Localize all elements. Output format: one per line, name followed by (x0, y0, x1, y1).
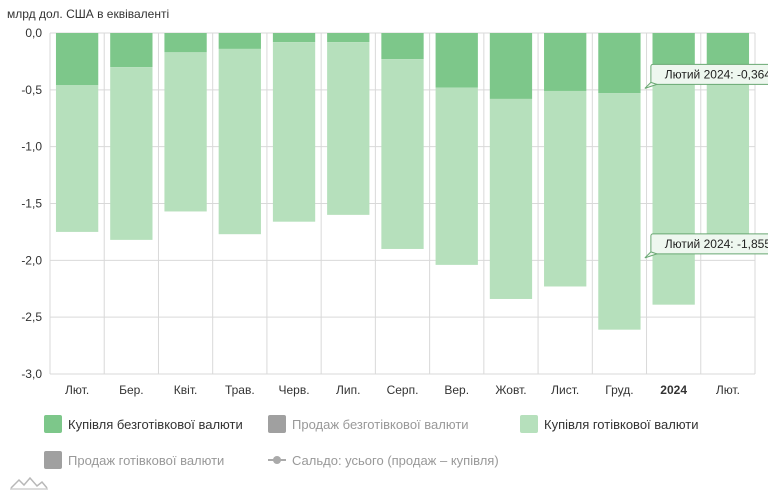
x-tick-label: Черв. (279, 383, 310, 397)
tooltip: Лютий 2024: -1,855 (644, 233, 768, 259)
legend-swatch (44, 451, 62, 469)
bar-noncash-purchase (489, 33, 533, 99)
legend-item-balance-total[interactable]: Сальдо: усього (продаж – купівля) (268, 451, 499, 469)
tooltip-text: Лютий 2024: -1,855 (665, 237, 768, 251)
x-tick-label: 2024 (660, 383, 687, 397)
bar-noncash-purchase (218, 33, 261, 49)
bar-cash-purchase (598, 93, 641, 330)
legend-label: Продаж безготівкової валюти (292, 416, 469, 432)
bar-cash-purchase (218, 48, 261, 235)
x-tick-label: Трав. (225, 383, 255, 397)
tooltip: Лютий 2024: -0,364 (644, 63, 768, 89)
x-tick-label: Груд. (605, 383, 633, 397)
y-tick-label: -3,0 (21, 367, 42, 381)
legend-label: Продаж готівкової валюти (68, 452, 225, 468)
legend-item-noncash-purchase[interactable]: Купівля безготівкової валюти (44, 415, 243, 433)
x-tick-label: Бер. (119, 383, 144, 397)
x-tick-label: Вер. (444, 383, 469, 397)
mountain-logo-icon (10, 476, 48, 495)
bar-cash-purchase (110, 67, 153, 240)
bar-noncash-purchase (435, 33, 478, 88)
legend-label: Купівля готівкової валюти (544, 416, 699, 432)
bar-noncash-purchase (55, 33, 99, 86)
bar-cash-purchase (435, 87, 478, 265)
chart-canvas: млрд дол. США в еквіваленті 0,0 -0,5 -1,0 -1… (7, 7, 768, 397)
y-tick-label: -0,5 (21, 83, 42, 97)
bar-cash-purchase (652, 79, 695, 305)
y-axis-title: млрд дол. США в еквіваленті (7, 7, 169, 21)
y-tick-label: -1,5 (21, 197, 42, 211)
legend-item-cash-sale[interactable]: Продаж готівкової валюти (44, 451, 224, 469)
bar-cash-purchase (327, 42, 370, 215)
bar-noncash-purchase (544, 33, 587, 91)
x-tick-label: Лют. (65, 383, 89, 397)
x-tick-label: Лип. (336, 383, 360, 397)
y-tick-label: 0,0 (25, 26, 42, 40)
y-tick-label: -1,0 (21, 140, 42, 154)
bar-cash-purchase (164, 52, 207, 212)
tooltip-text: Лютий 2024: -0,364 (665, 67, 768, 81)
bar-cash-purchase (544, 90, 587, 287)
bar-cash-purchase (55, 85, 99, 232)
x-tick-label: Жовт. (495, 383, 526, 397)
bar-cash-purchase (706, 74, 750, 244)
legend-label: Купівля безготівкової валюти (68, 416, 243, 432)
bar-noncash-purchase (327, 33, 370, 43)
bar-cash-purchase (489, 98, 533, 299)
legend-label: Сальдо: усього (продаж – купівля) (292, 452, 499, 468)
y-tick-label: -2,5 (21, 310, 42, 324)
legend-swatch (520, 415, 538, 433)
bar-noncash-purchase (272, 33, 316, 43)
bar-cash-purchase (381, 59, 424, 249)
x-tick-label: Квіт. (174, 383, 198, 397)
x-tick-label: Лист. (551, 383, 579, 397)
y-tick-label: -2,0 (21, 253, 42, 267)
legend-item-noncash-sale[interactable]: Продаж безготівкової валюти (268, 415, 469, 433)
tooltip-pointer (644, 81, 659, 89)
tooltip-box (650, 233, 768, 255)
bar-noncash-purchase (598, 33, 641, 94)
bar-noncash-purchase (164, 33, 207, 53)
legend-swatch (268, 415, 286, 433)
x-tick-label: Лют. (716, 383, 740, 397)
legend-swatch (44, 415, 62, 433)
legend-line-marker (268, 451, 286, 469)
bar-cash-purchase (272, 42, 316, 222)
tooltip-pointer (644, 251, 659, 259)
x-tick-label: Серп. (387, 383, 419, 397)
tooltip-box (650, 63, 768, 85)
bar-noncash-purchase (381, 33, 424, 60)
bar-noncash-purchase (110, 33, 153, 68)
legend-item-cash-purchase[interactable]: Купівля готівкової валюти (520, 415, 699, 433)
